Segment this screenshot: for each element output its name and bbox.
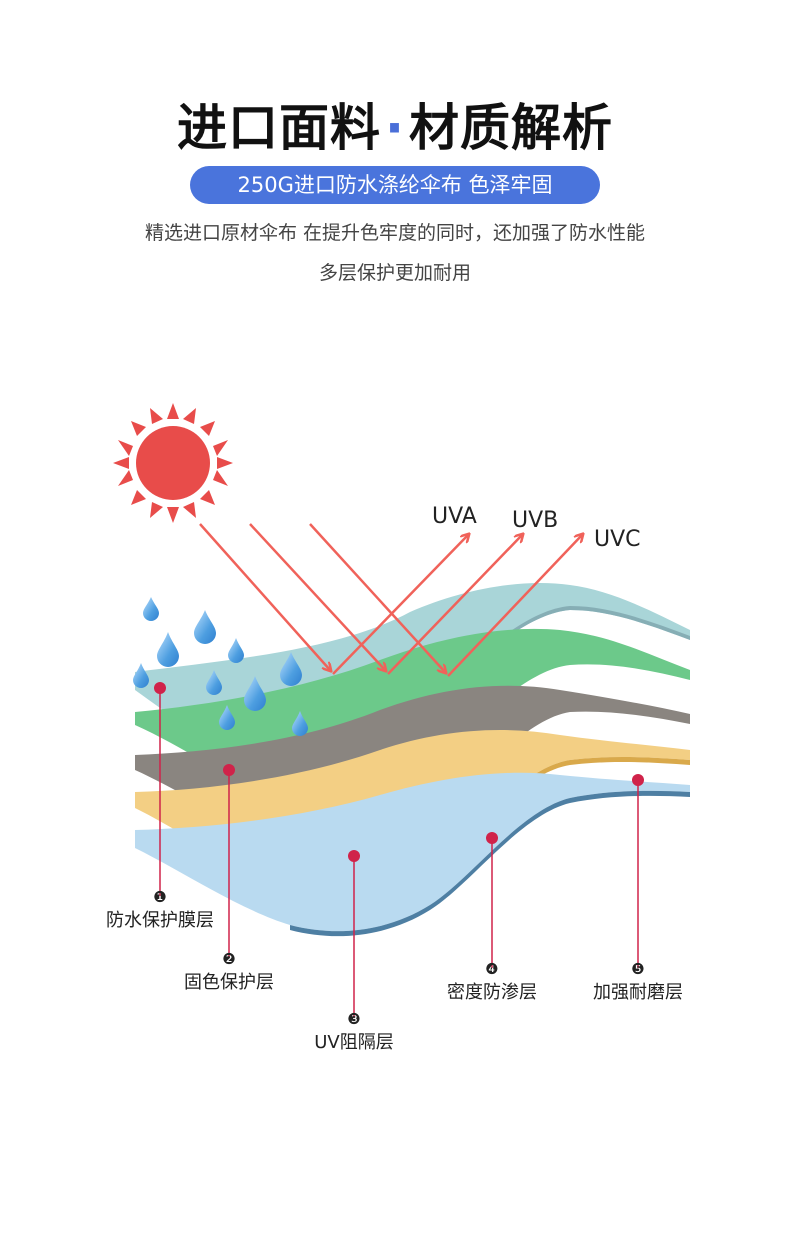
marker-dot-2 bbox=[223, 764, 235, 776]
layer-2-number: ❷ bbox=[222, 950, 236, 968]
fabric-badge: 250G进口防水涤纶伞布 色泽牢固 bbox=[190, 166, 600, 204]
water-drop-icon bbox=[228, 638, 244, 663]
layer-3-text: UV阻隔层 bbox=[314, 1032, 394, 1053]
layer-5-text: 加强耐磨层 bbox=[593, 982, 683, 1003]
water-drops bbox=[133, 597, 308, 736]
layer-markers bbox=[159, 688, 639, 1018]
layer-4-label: ❹ 密度防渗层 bbox=[437, 960, 547, 1004]
uva-label: UVA bbox=[432, 504, 477, 529]
layer-4-number: ❹ bbox=[485, 960, 499, 978]
layer-1-number: ❶ bbox=[153, 888, 167, 906]
title-right: 材质解析 bbox=[409, 99, 613, 157]
title-left: 进口面料 bbox=[177, 99, 381, 157]
layer-5-label: ❺ 加强耐磨层 bbox=[583, 960, 693, 1004]
title-dot: · bbox=[385, 99, 405, 157]
uvb-ray-out bbox=[387, 535, 522, 675]
layer-5-shape bbox=[135, 772, 690, 932]
layer-2-label: ❷ 固色保护层 bbox=[174, 950, 284, 994]
layer-1-text: 防水保护膜层 bbox=[106, 910, 214, 931]
marker-dot-4 bbox=[486, 832, 498, 844]
water-drop-icon bbox=[244, 676, 266, 711]
water-drop-icon bbox=[206, 670, 222, 695]
description-line-1: 精选进口原材伞布 在提升色牢度的同时，还加强了防水性能 bbox=[144, 222, 646, 244]
marker-dot-5 bbox=[632, 774, 644, 786]
water-drop-icon bbox=[133, 663, 149, 688]
sun-icon bbox=[113, 403, 233, 523]
layer-3-label: ❸ UV阻隔层 bbox=[304, 1010, 404, 1054]
uva-ray-out bbox=[332, 535, 468, 675]
layer-2-text: 固色保护层 bbox=[184, 972, 274, 993]
marker-dot-3 bbox=[348, 850, 360, 862]
uva-ray-in bbox=[199, 523, 330, 670]
water-drop-icon bbox=[143, 597, 159, 621]
uv-rays bbox=[199, 523, 582, 677]
layer-shapes bbox=[135, 583, 690, 937]
marker-dots bbox=[154, 682, 644, 862]
water-drop-icon bbox=[292, 711, 308, 736]
water-drop-icon bbox=[280, 652, 302, 686]
uvc-ray-out bbox=[447, 535, 582, 677]
description-line-2: 多层保护更加耐用 bbox=[318, 262, 471, 284]
page-title: 进口面料·材质解析 bbox=[0, 88, 790, 160]
uvc-label: UVC bbox=[594, 527, 641, 552]
uvb-ray-in bbox=[249, 523, 385, 670]
layer-1-label: ❶ 防水保护膜层 bbox=[100, 888, 220, 932]
layer-5-number: ❺ bbox=[631, 960, 645, 978]
layer-3-number: ❸ bbox=[347, 1010, 361, 1028]
marker-dot-1 bbox=[154, 682, 166, 694]
water-drop-icon bbox=[157, 632, 179, 667]
layer-4-text: 密度防渗层 bbox=[447, 982, 537, 1003]
water-drop-icon bbox=[194, 610, 216, 644]
water-drop-icon bbox=[219, 705, 235, 730]
uvc-ray-in bbox=[309, 523, 445, 672]
uvb-label: UVB bbox=[512, 508, 559, 533]
